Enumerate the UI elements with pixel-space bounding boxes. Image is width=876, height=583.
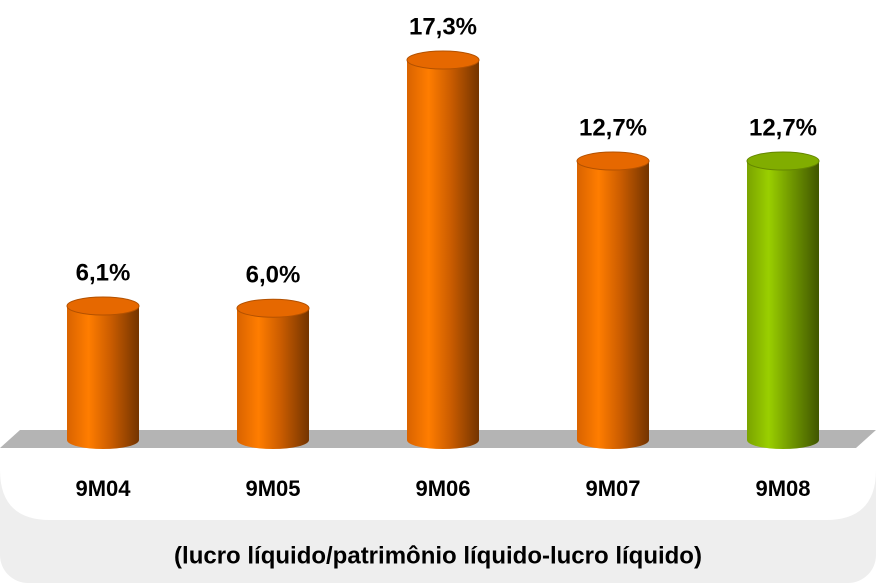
x-tick-label: 9M04 [75, 476, 131, 501]
bar-top [66, 296, 140, 316]
caption: (lucro líquido/patrimônio líquido-lucro … [174, 542, 702, 569]
value-label: 6,0% [246, 262, 301, 289]
bar [407, 60, 479, 440]
value-label: 12,7% [579, 114, 647, 141]
bar-top [406, 50, 480, 70]
bar [237, 308, 309, 440]
x-tick-label: 9M08 [755, 476, 810, 501]
bar-top [576, 151, 650, 171]
bar [577, 161, 649, 440]
x-tick-label: 9M06 [415, 476, 470, 501]
bar [67, 306, 139, 440]
bar-top [746, 151, 820, 171]
x-tick-label: 9M07 [585, 476, 640, 501]
bar [747, 161, 819, 440]
value-label: 17,3% [409, 13, 477, 40]
value-label: 12,7% [749, 114, 817, 141]
x-tick-label: 9M05 [245, 476, 300, 501]
bar-top [236, 298, 310, 318]
value-label: 6,1% [76, 259, 131, 286]
